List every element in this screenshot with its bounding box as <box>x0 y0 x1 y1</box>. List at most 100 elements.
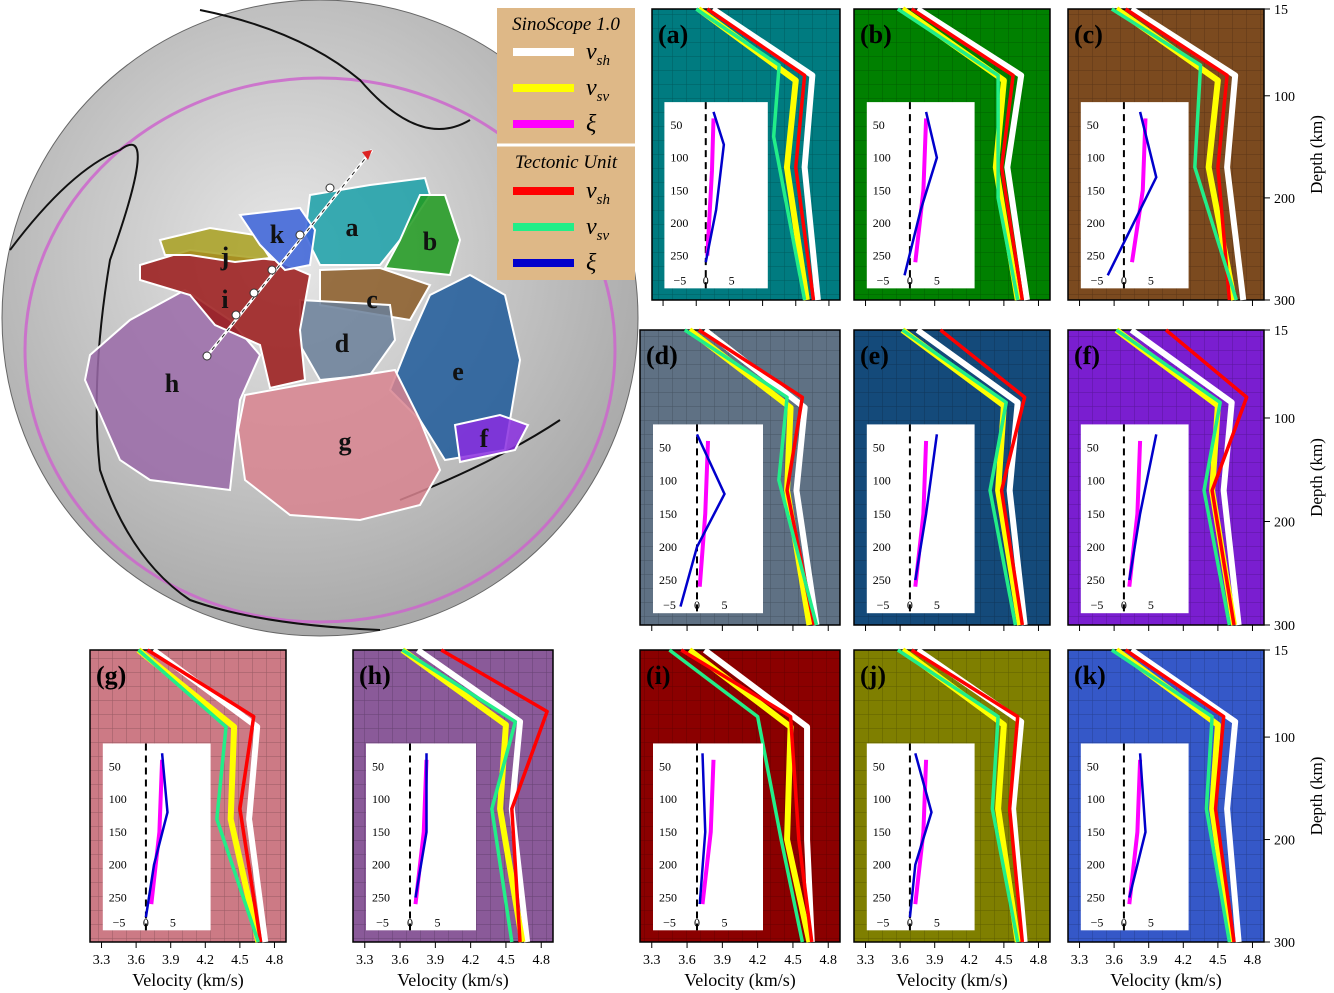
panel-k: 3.3 3.6 3.9 4.2 4.5 4.8 Velocity (km/s) 15 100 20… <box>1067 644 1326 991</box>
inset-y-tick: 200 <box>659 540 677 554</box>
inset-y-tick: 200 <box>873 858 891 872</box>
inset-background <box>366 743 476 931</box>
inset-x-tick: 5 <box>934 915 940 929</box>
panel-label: (b) <box>860 20 892 49</box>
series-line-0 <box>1129 647 1242 943</box>
inset-xi-sinoscope <box>700 759 716 905</box>
inset-y-tick: 250 <box>670 249 688 263</box>
inset-x-tick: 0 <box>1121 598 1127 612</box>
inset-xi-sinoscope <box>149 759 165 905</box>
inset-xi: 50 100 150 200 250 −5 0 5 <box>1080 102 1189 289</box>
series-line-2 <box>680 648 814 943</box>
panel-label: (c) <box>1074 20 1103 49</box>
inset-y-tick: 250 <box>1087 249 1105 263</box>
inset-x-tick: 0 <box>1121 915 1127 929</box>
inset-x-tick: 5 <box>729 273 735 287</box>
inset-xi-sinoscope <box>913 118 929 263</box>
inset-x-tick: 5 <box>435 915 441 929</box>
inset-y-tick: 200 <box>372 858 390 872</box>
inset-x-tick: −5 <box>877 915 890 929</box>
panel-frame <box>89 649 287 943</box>
inset-xi: 50 100 150 200 250 −5 0 5 <box>653 424 763 614</box>
region-g <box>236 368 442 522</box>
track-arrow-icon <box>362 150 372 160</box>
series-line-0 <box>415 647 531 943</box>
inset-xi-unit <box>903 111 939 276</box>
inset-xi-sinoscope <box>697 440 710 587</box>
inset-y-tick: 250 <box>372 891 390 905</box>
y-tick-label: 15 <box>1274 324 1288 339</box>
inset-xi: 50 100 150 200 250 −5 0 5 <box>653 743 763 931</box>
series-line-3 <box>668 648 805 943</box>
region-label-d: d <box>335 329 350 358</box>
series-line-3 <box>1110 7 1238 301</box>
x-tick-label: 4.8 <box>266 953 284 968</box>
globe-map: a b c d e f g h i j k <box>1 0 639 637</box>
inset-xi: 50 100 150 200 250 −5 0 5 <box>1080 424 1189 614</box>
inset-y-tick: 150 <box>659 507 677 521</box>
x-tick-label: 4.2 <box>749 953 767 968</box>
inset-y-tick: 200 <box>1087 858 1105 872</box>
series-line-1 <box>136 647 262 943</box>
inset-x-tick: −5 <box>1091 915 1104 929</box>
series-line-2 <box>910 648 1025 943</box>
y-axis-label: Depth (km) <box>1307 757 1326 836</box>
panel-label: (e) <box>860 341 889 370</box>
series-line-3 <box>896 7 1020 301</box>
inset-x-tick: 5 <box>1148 915 1154 929</box>
series-line-3 <box>1110 648 1232 943</box>
y-tick-label: 100 <box>1274 412 1295 427</box>
inset-x-tick: 0 <box>907 273 913 287</box>
inset-y-tick: 50 <box>1087 759 1099 773</box>
inset-x-tick: −5 <box>663 915 676 929</box>
inset-x-tick: 0 <box>694 598 700 612</box>
region-label-k: k <box>270 220 285 249</box>
inset-y-tick: 150 <box>372 825 390 839</box>
x-tick-label: 4.2 <box>197 953 215 968</box>
x-tick-label: 4.8 <box>1244 953 1262 968</box>
panel-frame <box>1067 649 1265 943</box>
panel-b: 50 100 150 200 250 −5 0 5 (b) <box>853 6 1051 306</box>
x-tick-label: 3.6 <box>678 953 696 968</box>
inset-background <box>102 743 211 931</box>
x-tick-label: 4.5 <box>995 953 1013 968</box>
series-line-2 <box>1124 7 1232 301</box>
inset-y-tick: 150 <box>873 507 891 521</box>
legend-symbol: ξ <box>586 250 597 276</box>
inset-xi-unit <box>679 433 726 607</box>
x-tick-label: 4.8 <box>1030 953 1048 968</box>
series-line-3 <box>901 328 1018 626</box>
inset-xi-unit <box>698 753 707 905</box>
inset-x-tick: 5 <box>1148 598 1154 612</box>
inset-x-tick: −5 <box>1091 598 1104 612</box>
x-tick-label: 3.3 <box>1071 953 1089 968</box>
y-tick-label: 300 <box>1274 619 1295 634</box>
inset-y-tick: 150 <box>1087 825 1105 839</box>
region-label-h: h <box>165 369 180 398</box>
x-axis-label: Velocity (km/s) <box>1110 970 1221 991</box>
inset-x-tick: 0 <box>143 915 149 929</box>
inset-y-tick: 100 <box>1087 474 1105 488</box>
x-tick-label: 3.3 <box>93 953 111 968</box>
panel-frame <box>352 649 554 943</box>
inset-xi-sinoscope <box>1130 118 1148 263</box>
legend-title-sinoscope: SinoScope 1.0 <box>512 14 620 35</box>
inset-x-tick: −5 <box>877 273 890 287</box>
inset-x-tick: 0 <box>407 915 413 929</box>
legend-symbol: ξ <box>586 111 597 137</box>
panel-frame <box>651 8 841 301</box>
inset-y-tick: 50 <box>670 118 682 132</box>
inset-y-tick: 250 <box>659 573 677 587</box>
inset-xi-sinoscope <box>913 759 929 905</box>
panel-frame <box>639 329 841 626</box>
x-tick-label: 3.9 <box>926 953 944 968</box>
y-tick-label: 300 <box>1274 936 1295 951</box>
inset-background <box>866 102 975 289</box>
y-tick-label: 200 <box>1274 515 1295 530</box>
inset-y-tick: 200 <box>670 216 688 230</box>
inset-xi: 50 100 150 200 250 −5 0 5 <box>102 743 211 931</box>
x-axis-label: Velocity (km/s) <box>684 970 795 991</box>
x-tick-label: 3.6 <box>127 953 145 968</box>
x-tick-label: 3.6 <box>391 953 409 968</box>
